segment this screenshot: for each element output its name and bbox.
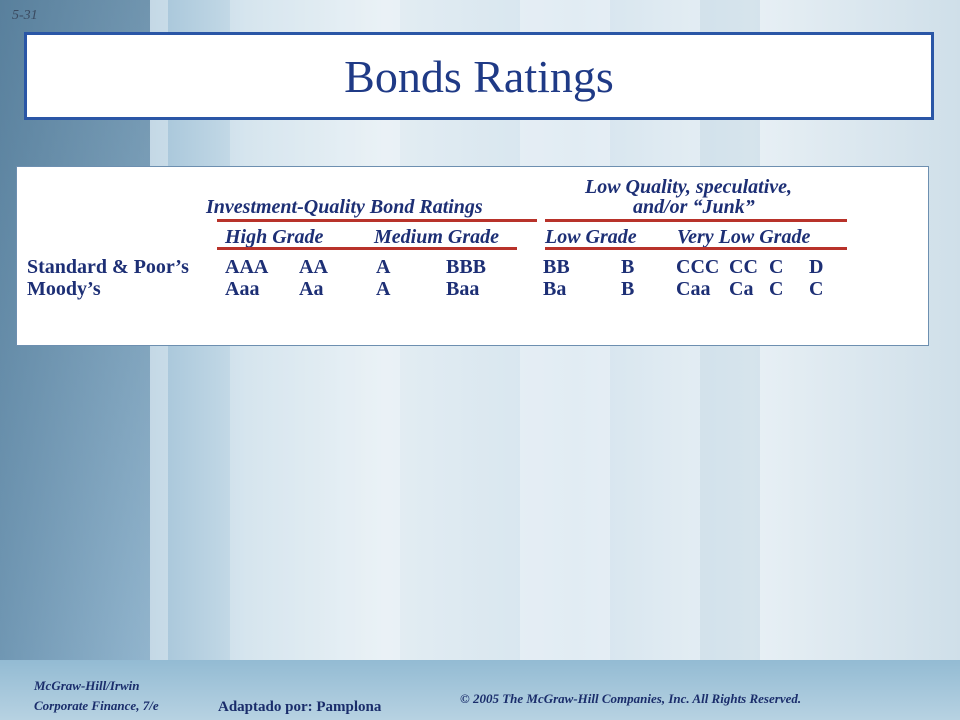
rating-cell: Aa xyxy=(299,278,324,300)
rating-cell: AAA xyxy=(225,256,269,278)
rating-cell: Aaa xyxy=(225,278,260,300)
rating-cell: BBB xyxy=(446,256,487,278)
background-stripe xyxy=(520,0,610,720)
rating-cell: B xyxy=(621,256,635,278)
slide-title: Bonds Ratings xyxy=(344,50,614,102)
rating-cell: Caa xyxy=(676,278,711,300)
rating-cell: A xyxy=(376,256,391,278)
footer: McGraw-Hill/Irwin Corporate Finance, 7/e… xyxy=(0,660,960,720)
junk-heading: and/or “Junk” xyxy=(633,196,755,218)
rating-cell: Baa xyxy=(446,278,480,300)
rating-cell: C xyxy=(769,278,784,300)
grade-very-low: Very Low Grade xyxy=(677,226,811,248)
rating-cell: CC xyxy=(729,256,758,278)
rating-cell: D xyxy=(809,256,824,278)
rating-cell: A xyxy=(376,278,391,300)
rating-cell: AA xyxy=(299,256,328,278)
background-stripe xyxy=(0,0,150,720)
row-label-sp: Standard & Poor’s xyxy=(27,256,189,278)
grade-low: Low Grade xyxy=(545,226,637,248)
junk-underline xyxy=(545,219,847,222)
rating-cell: CCC xyxy=(676,256,720,278)
grade-high: High Grade xyxy=(225,226,324,248)
background-stripe xyxy=(230,0,400,720)
low-quality-heading: Low Quality, speculative, xyxy=(585,176,793,198)
footer-adapted-by: Adaptado por: Pamplona xyxy=(218,699,382,715)
footer-copyright: © 2005 The McGraw-Hill Companies, Inc. A… xyxy=(460,691,802,706)
footer-book: Corporate Finance, 7/e xyxy=(34,698,159,713)
rating-cell: Ca xyxy=(729,278,754,300)
rating-cell: C xyxy=(809,278,824,300)
slide-number: 5-31 xyxy=(12,8,38,23)
rating-cell: BB xyxy=(543,256,570,278)
title-box: Bonds Ratings xyxy=(24,32,934,120)
rating-cell: B xyxy=(621,278,635,300)
rating-cell: C xyxy=(769,256,784,278)
footer-publisher: McGraw-Hill/Irwin xyxy=(34,678,140,693)
rating-cell: Ba xyxy=(543,278,567,300)
grade-medium: Medium Grade xyxy=(374,226,499,248)
ratings-table: Low Quality, speculative, Investment-Qua… xyxy=(16,166,929,346)
investment-underline xyxy=(217,219,537,222)
row-label-moodys: Moody’s xyxy=(27,278,101,300)
grade-underline-right xyxy=(545,247,847,250)
investment-quality-heading: Investment-Quality Bond Ratings xyxy=(206,196,483,218)
background-stripe xyxy=(700,0,760,720)
grade-underline-left xyxy=(217,247,517,250)
